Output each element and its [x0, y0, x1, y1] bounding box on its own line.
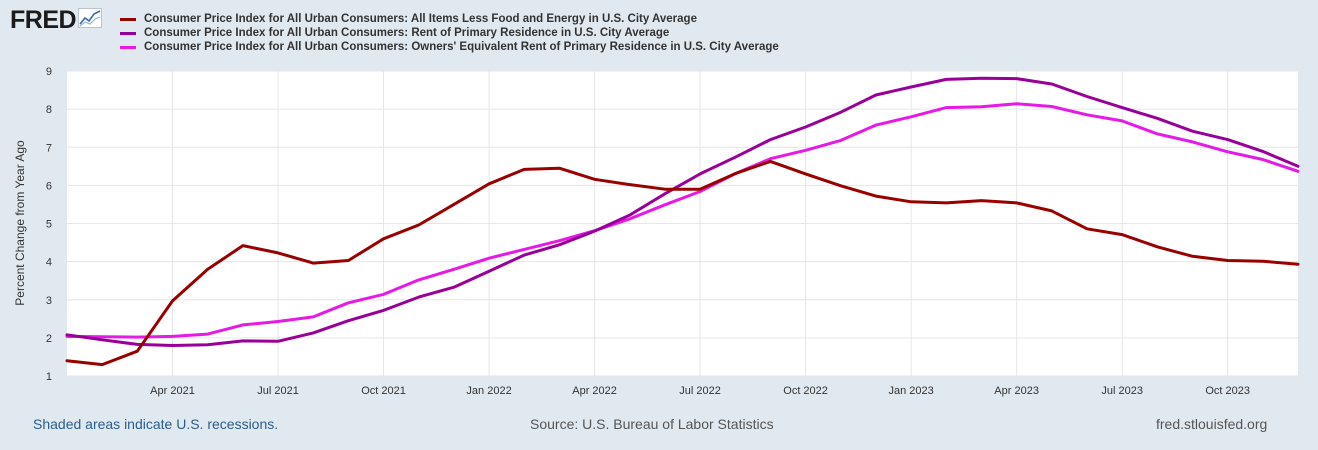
x-tick-label: Jan 2022: [466, 385, 511, 397]
x-tick-label: Jan 2023: [888, 385, 933, 397]
x-tick-label: Oct 2021: [361, 385, 406, 397]
y-axis-ticks: 1 2 3 4 5 6 7 8 9: [46, 66, 52, 383]
y-tick-label: 7: [46, 142, 52, 154]
legend-item-core-cpi[interactable]: Consumer Price Index for All Urban Consu…: [120, 12, 779, 26]
y-tick-label: 2: [46, 333, 52, 345]
y-tick-label: 8: [46, 104, 52, 116]
logo-text: FRED: [10, 6, 77, 34]
x-tick-label: Jul 2021: [257, 385, 299, 397]
series-line-2[interactable]: [65, 102, 1300, 339]
legend-item-rent[interactable]: Consumer Price Index for All Urban Consu…: [120, 26, 779, 40]
x-tick-label: Apr 2022: [572, 385, 617, 397]
legend-item-oer[interactable]: Consumer Price Index for All Urban Consu…: [120, 40, 779, 54]
y-tick-label: 9: [46, 66, 52, 78]
recessions-note: Shaded areas indicate U.S. recessions.: [33, 416, 279, 432]
x-tick-label: Oct 2022: [783, 385, 828, 397]
chart-container: 1 2 3 4 5 6 7 8 9 Apr 2021 Jul 2021 Oct 2021 Jan 20…: [0, 0, 1318, 410]
y-tick-label: 6: [46, 180, 52, 192]
line-chart[interactable]: 1 2 3 4 5 6 7 8 9 Apr 2021 Jul 2021 Oct 2021 Jan 20…: [0, 0, 1318, 410]
y-tick-label: 1: [46, 371, 52, 383]
x-tick-label: Jul 2022: [679, 385, 721, 397]
fred-logo[interactable]: FRED: [10, 6, 103, 34]
legend-swatch-rent: [120, 31, 136, 35]
series-lines: [65, 76, 1300, 367]
x-tick-label: Apr 2021: [150, 385, 195, 397]
x-tick-label: Jul 2023: [1101, 385, 1143, 397]
y-tick-label: 3: [46, 295, 52, 307]
legend-label-rent: Consumer Price Index for All Urban Consu…: [144, 27, 670, 39]
chart-line-icon: [78, 8, 103, 33]
x-tick-label: Apr 2023: [994, 385, 1039, 397]
legend-label-core-cpi: Consumer Price Index for All Urban Consu…: [144, 13, 697, 25]
series-line-0[interactable]: [65, 159, 1300, 367]
x-tick-label: Oct 2023: [1205, 385, 1250, 397]
legend-label-oer: Consumer Price Index for All Urban Consu…: [144, 41, 779, 53]
legend-swatch-oer: [120, 45, 136, 49]
site-link[interactable]: fred.stlouisfed.org: [1156, 416, 1268, 432]
x-axis-ticks: Apr 2021 Jul 2021 Oct 2021 Jan 2022 Apr 2022…: [150, 385, 1250, 397]
grid-lines: [67, 70, 1298, 377]
legend-swatch-core-cpi: [120, 17, 136, 21]
chart-legend: Consumer Price Index for All Urban Consu…: [120, 12, 779, 54]
series-line-1[interactable]: [65, 76, 1300, 347]
source-note: Source: U.S. Bureau of Labor Statistics: [530, 416, 774, 432]
y-axis-label: Percent Change from Year Ago: [13, 140, 27, 306]
y-tick-label: 5: [46, 219, 52, 231]
y-tick-label: 4: [46, 257, 52, 269]
